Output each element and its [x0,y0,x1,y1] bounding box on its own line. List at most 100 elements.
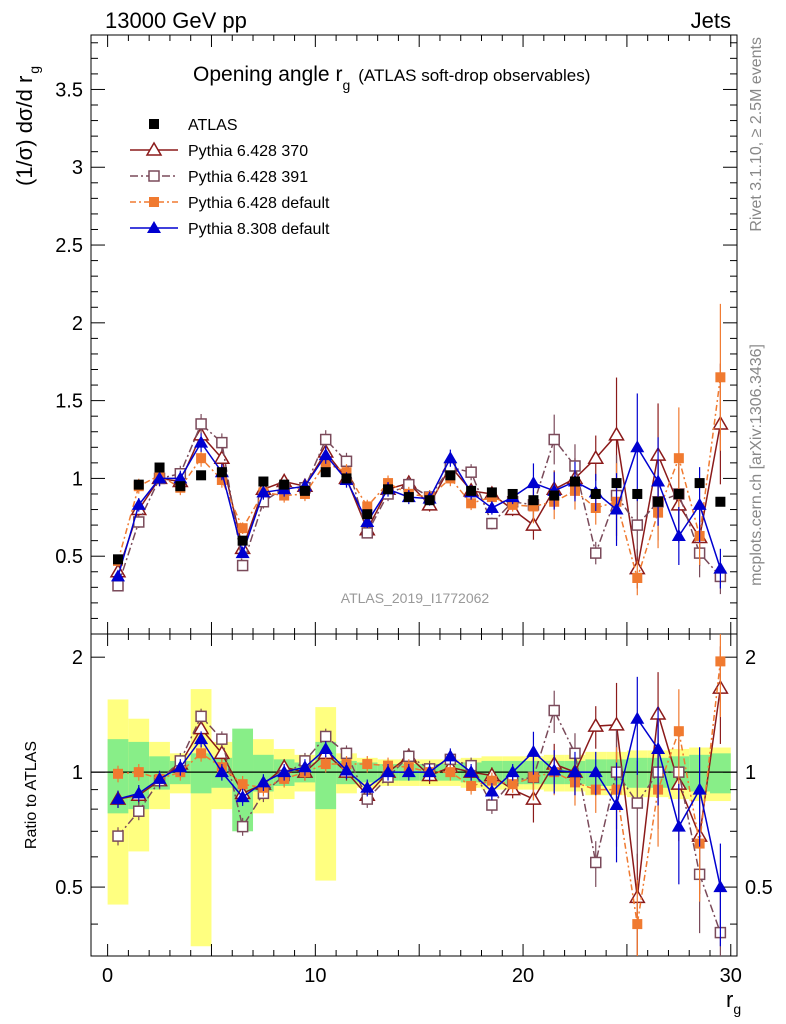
legend-marker [149,197,159,207]
data-point [235,546,250,559]
data-point [631,519,644,531]
data-point [548,433,560,446]
data-point [256,485,271,498]
top-ylabel-sub: g [26,66,42,74]
chart-title-sub: g [342,77,350,93]
atlas-point [549,490,560,501]
data-point [131,497,146,510]
ratio-point [715,656,726,667]
mcplots-label: mcplots.cern.ch [arXiv:1306.3436] [748,344,765,586]
ratio-point [196,748,207,759]
atlas-point [694,478,705,489]
band-inner [709,753,731,794]
data-point [443,451,458,464]
data-point [692,497,707,510]
x-tick-label: 0 [102,965,113,987]
atlas-point [673,488,684,499]
top-ylabel: (1/σ) dσ/d r g [12,66,42,186]
atlas-point [486,487,497,498]
ratio-point [486,799,498,811]
ratio-point [216,733,228,745]
data-point [632,572,643,583]
process-label: Jets [691,8,731,33]
ratio-point [588,765,603,778]
analysis-watermark: ATLAS_2019_I1772062 [341,590,490,606]
y-tick-label: 1.5 [55,391,83,413]
ratio-point [237,779,248,790]
ratio-point [630,711,645,724]
y-tick-label: 1 [72,468,83,490]
ratio-point [235,790,250,803]
ratio-point [362,759,373,770]
ratio-point [587,717,605,732]
xlabel-sub: g [733,1001,741,1017]
ratio-point [505,765,520,778]
ratio-point [319,730,332,743]
ratio-point [236,820,249,833]
ratio-point [297,760,312,773]
series-line-pythia-6-428-default [117,377,722,581]
ratio-point [360,780,375,793]
atlas-point [528,495,539,506]
legend-label: ATLAS [188,117,238,134]
data-point [362,501,373,512]
atlas-point [424,495,435,506]
atlas-point [383,484,394,495]
ratio-point [445,767,456,778]
legend-marker [148,170,160,182]
atlas-point [590,488,601,499]
ratio-point [277,765,292,778]
ratio-point [339,763,354,776]
atlas-point [569,476,580,487]
atlas-point [154,462,165,473]
series-line-pythia-8-308-default [117,441,722,577]
atlas-point [715,496,726,507]
y-tick-label-right: 2 [745,647,756,669]
data-point [608,426,625,441]
data-point [195,418,207,430]
y-tick-label: 2 [72,647,83,669]
data-point [341,467,352,478]
ratio-point [526,744,541,757]
chart-title-suffix: (ATLAS soft-drop observables) [358,66,590,85]
atlas-point [653,496,664,507]
data-point [525,516,542,531]
ratio-point [651,741,666,754]
ratio-point [214,765,229,778]
data-point [507,499,518,510]
ratio-point [133,767,144,778]
data-point [319,433,332,446]
atlas-point [258,476,269,487]
ratio-point [507,779,518,790]
legend-marker [149,119,159,129]
legend-label: Pythia 8.308 default [188,221,330,238]
x-tick-label: 20 [512,965,534,987]
data-point [526,476,541,489]
ratio-point [133,805,145,817]
ratio-point [486,775,497,786]
data-point [590,547,602,559]
xlabel-main: r [726,987,733,1012]
ratio-point [111,792,126,805]
top-ylabel-main: (1/σ) dσ/d r [12,76,37,186]
y-tick-label: 0.5 [55,546,83,568]
ratio-point [443,749,458,762]
band-inner [253,754,274,792]
ratio-point [466,780,477,791]
ratio-point [609,798,624,811]
ratio-point [195,710,207,723]
ratio-point [713,880,728,893]
ratio-line-pythia-8-308-default [117,716,722,888]
legend-marker [147,221,161,233]
data-point [484,500,499,513]
data-point [715,372,726,383]
atlas-point [611,478,622,489]
rivet-label: Rivet 3.1.10, ≥ 2.5M events [748,37,765,232]
data-point [360,514,375,527]
data-point [587,449,605,464]
legend-label: Pythia 6.428 default [188,195,330,212]
atlas-point [113,554,124,565]
ratio-point [173,760,188,773]
y-tick-label: 2.5 [55,235,83,257]
data-point [609,502,624,515]
